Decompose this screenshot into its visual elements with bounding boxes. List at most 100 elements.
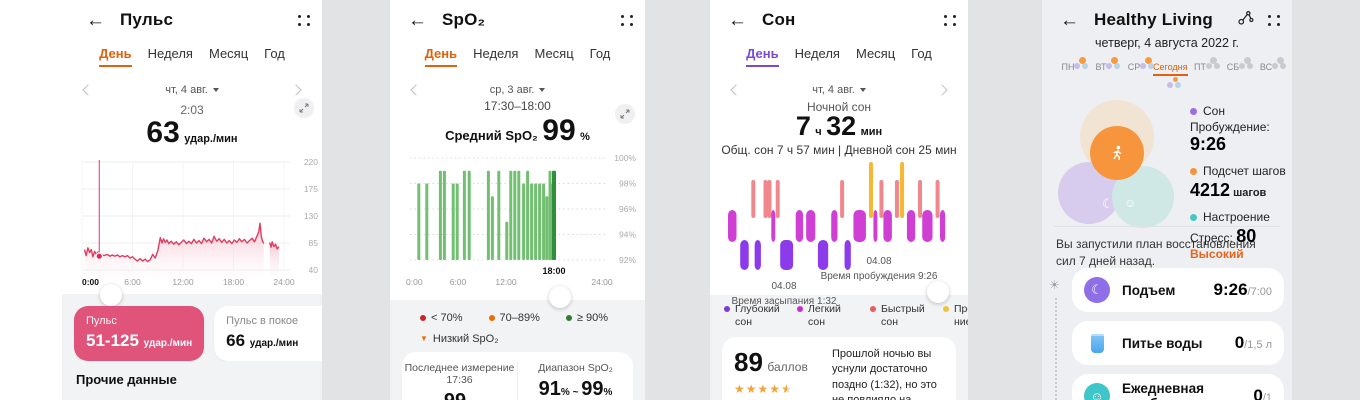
tab-Год[interactable]: Год [589,46,611,61]
sleep-legend: Глубокий сон Легкий сон Быстрый сон Пробужд… [724,303,968,329]
time-slider-handle[interactable] [549,286,571,308]
spo2-summary-card[interactable]: Последнее измерение 17:36 99% Диапазон S… [402,352,633,400]
star-icon: ★ [734,382,746,396]
tab-Месяц[interactable]: Месяц [855,46,896,61]
task-card-Питье воды[interactable]: Питье воды 0/1,5 л [1072,321,1284,365]
pulse-header: ← Пульс [86,8,310,32]
tab-Неделя[interactable]: Неделя [794,46,840,61]
tab-Год[interactable]: Год [264,46,285,61]
stat-value-row: Пробуждение: 9:26 [1190,120,1288,155]
date-label[interactable]: чт, 4 авг. [165,84,208,96]
dropdown-caret-icon[interactable] [539,88,546,92]
dropdown-caret-icon[interactable] [212,88,219,92]
task-card-Ежедневная улыбка[interactable]: ☺ Ежедневная улыбка 0/1 [1072,374,1284,400]
more-menu-icon[interactable] [298,14,310,26]
healthy-header: ← Healthy Living [1060,8,1280,32]
week-day-label: Сегодня [1153,62,1188,76]
progress-dot [1172,77,1178,82]
legend-dot [420,315,426,321]
week-day-СР[interactable]: СР [1120,57,1155,76]
tab-Год[interactable]: Год [911,46,932,61]
sleep-score: 89 баллов ★★★★★★ Лучше 99% пользователей [734,347,822,400]
progress-dot [1167,82,1173,88]
week-day-ВТ[interactable]: ВТ [1087,57,1121,76]
tab-Неделя[interactable]: Неделя [147,46,193,61]
next-day-icon[interactable] [290,84,302,96]
pulse-chart[interactable]: 220 175 130 85 40 0:00 6:00 12:00 18:00 24:00 [78,148,322,295]
task-card-Подъем[interactable]: ☾ Подъем 9:26/7:00 [1072,268,1284,312]
tab-Месяц[interactable]: Месяц [208,46,249,61]
time-slider-handle[interactable] [927,281,949,303]
svg-text:175: 175 [304,184,318,194]
sleep-totals: Общ. сон 7 ч 57 мин | Дневной сон 25 мин [721,143,957,157]
time-slider-handle[interactable] [100,284,122,306]
week-day-ПТ[interactable]: ПТ [1186,57,1220,76]
task-value: 0/1 [1253,386,1272,400]
back-icon[interactable]: ← [86,9,105,31]
svg-text:40: 40 [309,265,319,275]
next-day-icon[interactable] [936,84,948,96]
stat-value: 4212 [1190,180,1231,200]
tab-Месяц[interactable]: Месяц [534,46,574,61]
pulse-screen: ← Пульс День Неделя Месяц Год чт, 4 авг. 2:… [0,0,322,400]
spo2-screen: ← SpO₂ День Неделя Месяц Год ср, 3 авг. 17:… [390,0,645,400]
svg-text:98%: 98% [619,179,636,189]
back-icon[interactable]: ← [1060,9,1079,31]
task-target: /1,5 л [1244,339,1272,351]
stat-value-row: Стресс: 80 Высокий [1190,226,1288,261]
period-tabs: День Неделя Месяц Год [710,46,968,67]
prev-day-icon[interactable] [82,84,94,96]
spo2-chart-svg: 100% 98% 96% 94% 92% 0:00 6:00 12:00 24:00 18:00 [406,153,636,287]
dawn-icon: ☀ [1049,278,1060,292]
prev-day-icon[interactable] [410,84,422,96]
sleep-score-card[interactable]: 89 баллов ★★★★★★ Лучше 99% пользователей… [722,337,956,400]
more-menu-icon[interactable] [1268,14,1280,26]
week-day-ВС[interactable]: ВС [1252,57,1287,76]
star-icon: ★★ [781,382,793,396]
week-day-ПН[interactable]: ПН [1054,57,1089,76]
stat-value: 9:26 [1190,134,1227,154]
expand-chart-icon[interactable] [615,104,635,124]
more-menu-icon[interactable] [621,14,633,26]
date-navigator: чт, 4 авг. [78,82,306,98]
back-icon[interactable]: ← [728,9,747,31]
tab-Неделя[interactable]: Неделя [473,46,519,61]
week-day-Сегодня[interactable]: Сегодня [1153,57,1188,88]
spo2-average: Средний SpO₂ 99 % [445,114,590,147]
metric-card-Пульс в покое[interactable]: Пульс в покое 66 удар./мин [214,306,322,361]
tab-День[interactable]: День [424,46,458,67]
date-label[interactable]: ср, 3 авг. [489,84,535,96]
star-icon: ★ [757,382,770,396]
share-icon[interactable] [1237,9,1254,31]
stat-label: Сон [1203,104,1225,118]
tab-День[interactable]: День [746,46,779,67]
svg-text:0:00: 0:00 [82,277,99,287]
legend-item: Пробуждение [943,303,968,329]
legend-item: < 70% [420,312,463,324]
legend-dot [565,315,572,321]
progress-dot [1148,63,1155,69]
task-current: 0 [1234,333,1245,352]
expand-chart-icon[interactable] [294,98,314,118]
svg-text:18:00: 18:00 [542,266,565,276]
metric-card-Пульс[interactable]: Пульс 51-125 удар./мин [74,306,205,361]
pulse-chart-svg: 220 175 130 85 40 0:00 6:00 12:00 18:00 24:00 [81,157,319,287]
back-icon[interactable]: ← [408,9,427,31]
progress-dot [1082,63,1089,69]
progress-dot [1280,63,1287,69]
task-label: Питье воды [1122,335,1203,351]
svg-text:24:00: 24:00 [273,277,295,287]
tab-День[interactable]: День [99,46,132,67]
sleep-duration: 7 ч 32 мин [795,111,883,141]
svg-text:12:00: 12:00 [495,277,517,287]
dropdown-caret-icon[interactable] [859,88,866,92]
metric-unit: удар./мин [143,338,193,349]
prev-day-icon[interactable] [730,84,742,96]
sleep-hypnogram[interactable] [728,160,950,279]
date-label[interactable]: чт, 4 авг. [812,84,855,96]
spo2-chart[interactable]: 100% 98% 96% 94% 92% 0:00 6:00 12:00 24:00 18:00 [402,146,640,295]
week-day-СБ[interactable]: СБ [1219,57,1254,76]
period-tabs: День Неделя Месяц Год [390,46,645,67]
more-menu-icon[interactable] [944,14,956,26]
